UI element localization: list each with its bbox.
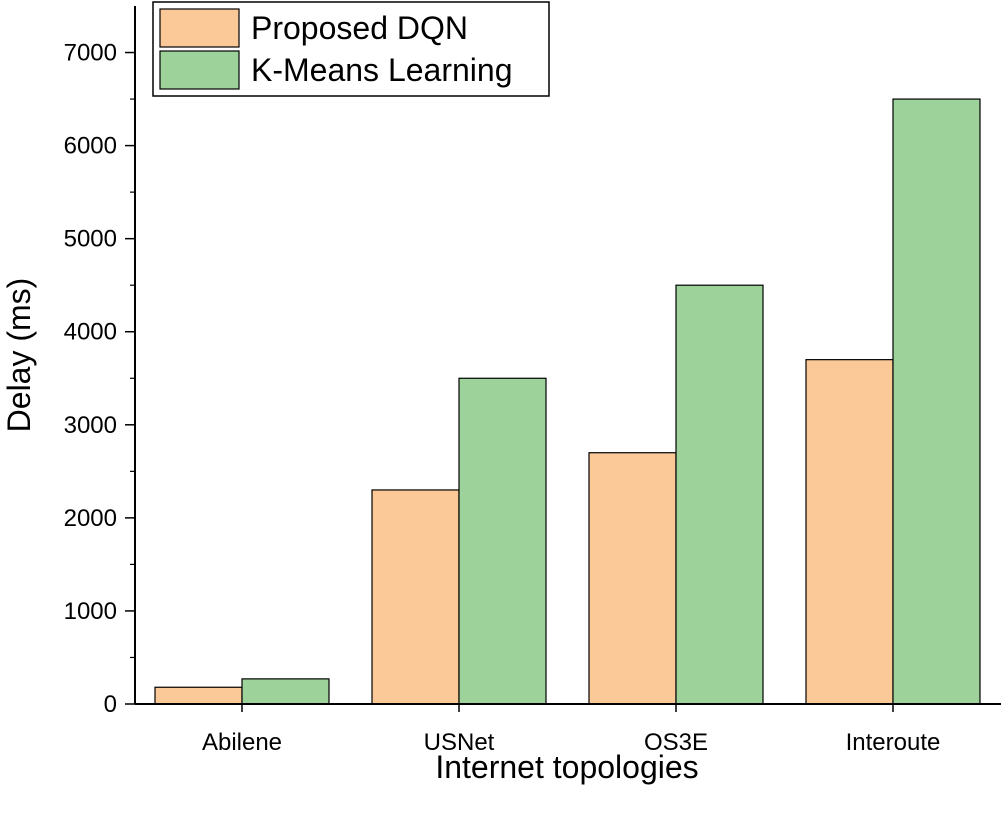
bar-interoute-proposed-dqn (805, 359, 894, 705)
y-tick-label: 6000 (64, 133, 117, 160)
y-tick-label: 1000 (64, 598, 117, 625)
y-tick-label: 3000 (64, 412, 117, 439)
legend-label-proposed-dqn: Proposed DQN (251, 10, 468, 46)
x-tick-label: Abilene (202, 729, 282, 756)
y-tick-label: 7000 (64, 40, 117, 67)
x-tick-label: USNet (424, 729, 495, 756)
legend: Proposed DQN K-Means Learning (152, 1, 550, 97)
y-tick-label: 5000 (64, 226, 117, 253)
y-tick-label: 0 (104, 691, 117, 718)
bar-os3e-proposed-dqn (588, 452, 677, 705)
y-axis-title: Delay (ms) (1, 278, 37, 433)
bars-group (154, 98, 981, 705)
bar-usnet-k-means-learning (458, 377, 547, 705)
bar-interoute-k-means-learning (892, 98, 981, 705)
x-tick-label: OS3E (644, 729, 708, 756)
bar-usnet-proposed-dqn (371, 489, 460, 705)
bar-os3e-k-means-learning (675, 284, 764, 705)
axes-group: Abilene USNet OS3E Interoute 0 1000 2000 3000 40… (64, 6, 1001, 756)
bar-abilene-proposed-dqn (154, 686, 243, 705)
legend-swatch-proposed-dqn (159, 8, 240, 48)
x-axis-title: Internet topologies (435, 749, 698, 785)
y-tick-label: 4000 (64, 319, 117, 346)
legend-swatch-k-means-learning (159, 50, 240, 90)
y-tick-label: 2000 (64, 505, 117, 532)
bar-abilene-k-means-learning (241, 678, 330, 705)
legend-label-k-means-learning: K-Means Learning (251, 52, 512, 88)
x-tick-label: Interoute (846, 729, 941, 756)
